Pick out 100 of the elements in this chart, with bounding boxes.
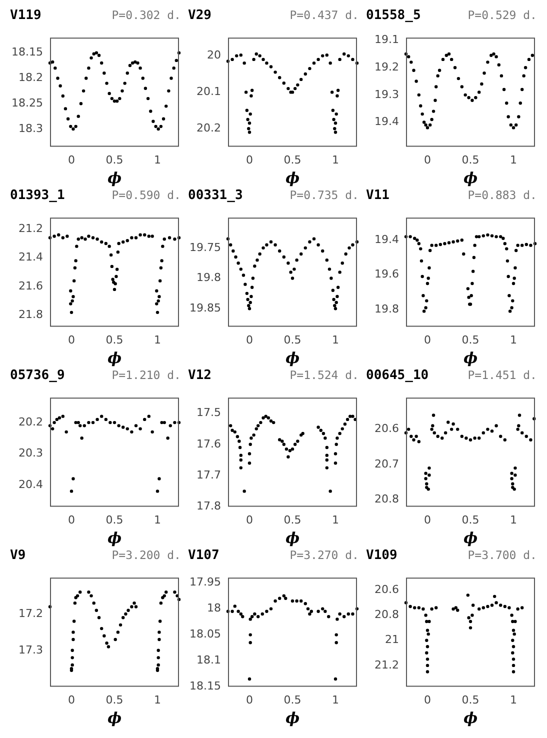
- x-tick-label: 1: [510, 693, 517, 706]
- y-tick-label: 18.25: [12, 96, 43, 110]
- x-tick-label: 1: [154, 693, 161, 706]
- y-tick-label: 17.2: [18, 606, 43, 620]
- x-tick-label: 0: [68, 153, 75, 166]
- chart-title: V29: [188, 8, 212, 23]
- chart-title: V12: [188, 368, 212, 383]
- y-tick-label: 19.4: [374, 232, 399, 246]
- x-axis-title: ϕ: [285, 348, 300, 367]
- x-tick-label: 0: [246, 693, 253, 706]
- chart-title: V107: [188, 548, 220, 563]
- x-axis-title: ϕ: [285, 528, 300, 547]
- x-tick-label: 0: [424, 513, 431, 526]
- x-tick-label: 0.5: [106, 153, 124, 166]
- y-tick-label: 17.8: [196, 500, 221, 513]
- x-tick-label: 0.5: [106, 333, 124, 346]
- x-axis-title: ϕ: [285, 168, 300, 187]
- x-tick-label: 0: [424, 693, 431, 706]
- y-tick-label: 21.2: [18, 222, 43, 235]
- chart-subtitle: P=0.302 d.: [112, 8, 182, 22]
- x-tick-label: 0: [68, 333, 75, 346]
- y-tick-label: 19.2: [374, 60, 399, 74]
- chart-subtitle: P=1.210 d.: [112, 368, 182, 382]
- x-tick-label: 0.5: [462, 153, 480, 166]
- y-tick-label: 19.3: [374, 88, 399, 101]
- chart-title: 00331_3: [188, 188, 243, 203]
- y-tick-label: 19.75: [190, 240, 221, 254]
- x-axis-title: ϕ: [463, 348, 478, 367]
- y-tick-label: 19.8: [196, 271, 221, 284]
- chart-title: 05736_9: [10, 368, 65, 383]
- chart-subtitle: P=3.200 d.: [112, 548, 182, 562]
- chart-subtitle: P=1.451 d.: [468, 368, 538, 382]
- y-tick-label: 20.8: [374, 492, 399, 506]
- x-tick-label: 0: [246, 333, 253, 346]
- x-tick-label: 0.5: [462, 333, 480, 346]
- y-tick-label: 19.1: [374, 33, 399, 46]
- y-tick-label: 20.4: [18, 478, 43, 491]
- y-tick-label: 18.3: [18, 122, 43, 135]
- y-tick-label: 17.6: [196, 437, 221, 450]
- chart-title: V109: [366, 548, 398, 563]
- y-tick-label: 17.5: [196, 406, 221, 420]
- x-tick-label: 0.5: [284, 153, 302, 166]
- x-axis-title: ϕ: [107, 528, 122, 547]
- y-tick-label: 18: [207, 602, 221, 615]
- y-tick-label: 20: [207, 48, 221, 62]
- x-axis-title: ϕ: [463, 528, 478, 547]
- chart-subtitle: P=0.883 d.: [468, 188, 538, 202]
- x-tick-label: 1: [332, 153, 339, 166]
- x-tick-label: 0: [68, 513, 75, 526]
- y-tick-label: 20.7: [374, 457, 399, 470]
- x-tick-label: 1: [154, 513, 161, 526]
- y-tick-label: 21.4: [18, 250, 43, 264]
- x-tick-label: 1: [332, 693, 339, 706]
- x-tick-label: 0.5: [106, 513, 124, 526]
- x-axis-title: ϕ: [463, 168, 478, 187]
- x-tick-label: 0: [68, 693, 75, 706]
- x-tick-label: 0: [246, 153, 253, 166]
- chart-title: 01558_5: [366, 8, 421, 23]
- x-axis-title: ϕ: [107, 348, 122, 367]
- x-tick-label: 1: [510, 333, 517, 346]
- x-tick-label: 0.5: [462, 693, 480, 706]
- y-tick-label: 17.7: [196, 468, 221, 482]
- y-tick-label: 20.8: [374, 608, 399, 622]
- y-tick-label: 18.2: [18, 71, 43, 84]
- y-tick-label: 19.8: [374, 302, 399, 316]
- chart-title: 00645_10: [366, 368, 429, 383]
- y-tick-label: 19.4: [374, 115, 399, 128]
- y-tick-label: 18.05: [190, 628, 221, 641]
- chart-subtitle: P=0.529 d.: [468, 8, 538, 22]
- x-axis-title: ϕ: [285, 708, 300, 727]
- chart-title: V9: [10, 548, 26, 563]
- x-tick-label: 1: [154, 333, 161, 346]
- y-tick-label: 20.6: [374, 583, 399, 596]
- chart-title: 01393_1: [10, 188, 65, 203]
- y-tick-label: 21.6: [18, 279, 43, 292]
- chart-title: V119: [10, 8, 42, 23]
- y-tick-label: 19.6: [374, 268, 399, 281]
- x-tick-label: 1: [332, 333, 339, 346]
- x-tick-label: 1: [510, 513, 517, 526]
- y-tick-label: 19.85: [190, 301, 221, 314]
- x-tick-label: 0.5: [462, 513, 480, 526]
- y-tick-label: 21.8: [18, 308, 43, 322]
- chart-subtitle: P=0.590 d.: [112, 188, 182, 202]
- x-axis-title: ϕ: [107, 168, 122, 187]
- y-tick-label: 20.1: [196, 85, 221, 98]
- y-tick-label: 21.2: [374, 658, 399, 672]
- chart-subtitle: P=0.735 d.: [290, 188, 360, 202]
- x-tick-label: 1: [154, 153, 161, 166]
- x-axis-title: ϕ: [107, 708, 122, 727]
- y-tick-label: 18.1: [196, 654, 221, 667]
- y-tick-label: 20.2: [196, 121, 221, 134]
- chart-subtitle: P=1.524 d.: [290, 368, 360, 382]
- chart-title: V11: [366, 188, 390, 203]
- y-tick-label: 18.15: [190, 680, 221, 693]
- y-tick-label: 17.95: [190, 576, 221, 589]
- y-tick-label: 21: [385, 633, 399, 646]
- x-tick-label: 0.5: [284, 693, 302, 706]
- x-tick-label: 0: [424, 333, 431, 346]
- y-tick-label: 20.3: [18, 446, 43, 460]
- x-axis-title: ϕ: [463, 708, 478, 727]
